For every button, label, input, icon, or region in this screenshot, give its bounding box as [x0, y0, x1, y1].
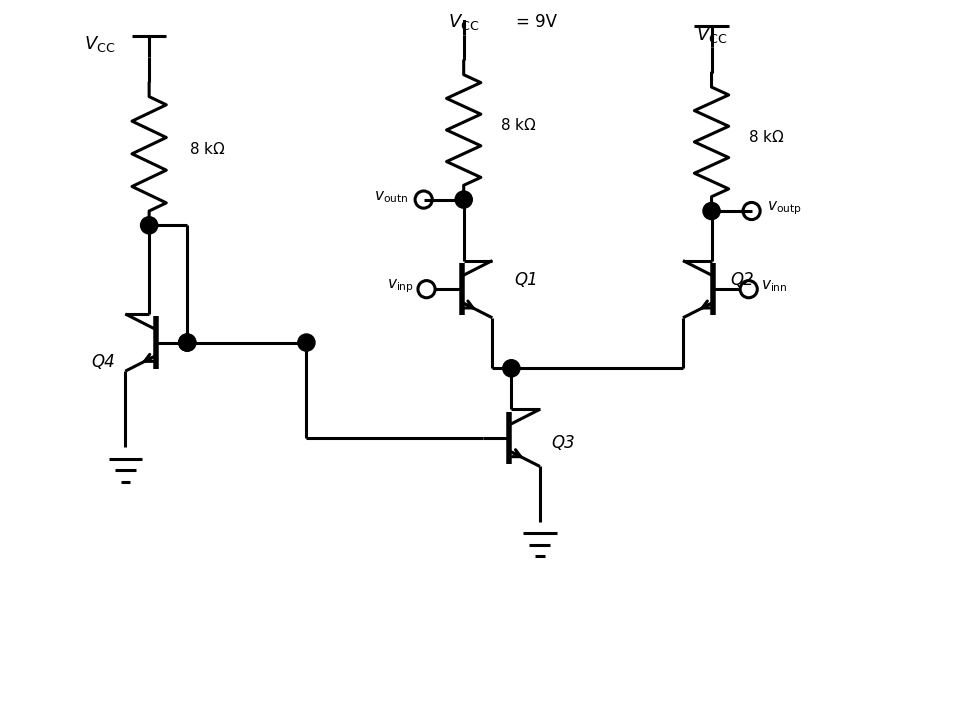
Text: $v_{\rm outp}$: $v_{\rm outp}$ [767, 200, 801, 217]
Text: Q4: Q4 [92, 353, 116, 370]
Circle shape [298, 334, 315, 351]
Text: 8 k$\Omega$: 8 k$\Omega$ [748, 129, 784, 145]
Text: 8 k$\Omega$: 8 k$\Omega$ [189, 141, 226, 157]
Circle shape [455, 191, 472, 208]
Circle shape [703, 202, 720, 219]
Text: $V_{\rm CC}$: $V_{\rm CC}$ [696, 25, 728, 45]
Circle shape [141, 217, 158, 234]
Text: $v_{\rm outn}$: $v_{\rm outn}$ [374, 189, 408, 205]
Text: Q3: Q3 [552, 433, 576, 452]
Text: $V_{\rm CC}$: $V_{\rm CC}$ [84, 34, 116, 55]
Circle shape [179, 334, 196, 351]
Text: 8 k$\Omega$: 8 k$\Omega$ [500, 118, 536, 133]
Text: Q1: Q1 [514, 270, 538, 289]
Circle shape [179, 334, 196, 351]
Text: $V_{\rm CC}$: $V_{\rm CC}$ [448, 12, 479, 33]
Text: Q2: Q2 [730, 270, 754, 289]
Text: $v_{\rm inp}$: $v_{\rm inp}$ [387, 278, 414, 295]
Text: $v_{\rm inn}$: $v_{\rm inn}$ [761, 278, 788, 294]
Text: = 9V: = 9V [516, 13, 557, 31]
Circle shape [503, 360, 520, 377]
